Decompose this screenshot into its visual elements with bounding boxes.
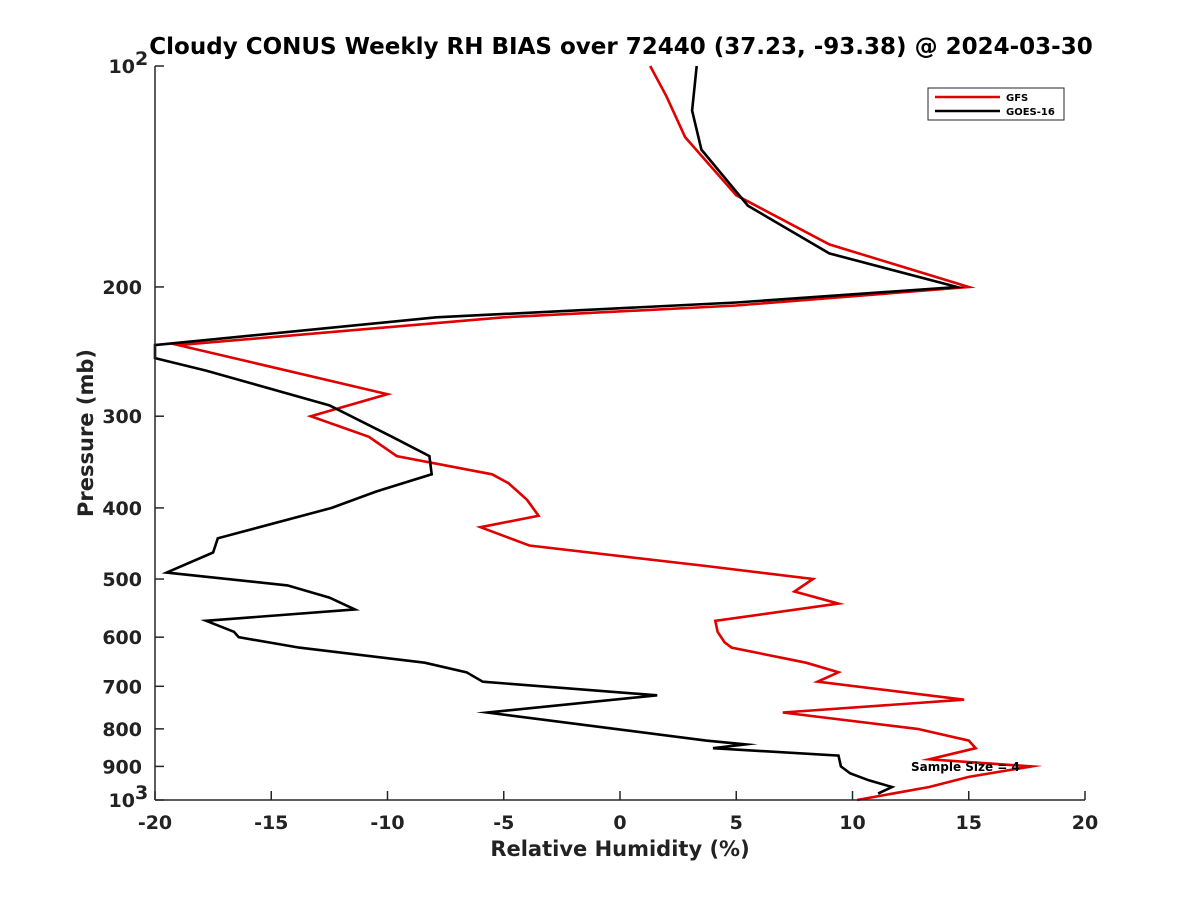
y-tick-label: 400 bbox=[102, 498, 142, 520]
x-tick-label: -15 bbox=[254, 812, 288, 834]
legend-label-gfs: GFS bbox=[1006, 93, 1028, 104]
x-ticks: -20 -15 -10 -5 0 5 10 15 20 bbox=[138, 791, 1098, 834]
series-line-gfs bbox=[170, 65, 1043, 802]
y-tick-label: 200 bbox=[102, 277, 142, 299]
x-tick-label: 20 bbox=[1072, 812, 1098, 834]
legend-label-goes16: GOES-16 bbox=[1006, 107, 1055, 118]
y-tick-label: 300 bbox=[102, 406, 142, 428]
y-tick-exponent: 2 bbox=[135, 48, 148, 70]
legend-box bbox=[927, 87, 1065, 121]
y-tick-label: 600 bbox=[102, 627, 142, 649]
legend: GFS GOES-16 bbox=[927, 87, 1065, 121]
y-axis-label: Pressure (mb) bbox=[74, 349, 98, 517]
y-tick-label: 500 bbox=[102, 569, 142, 591]
series-line-goes16 bbox=[153, 65, 966, 795]
x-tick-label: -10 bbox=[370, 812, 404, 834]
x-axis-label: Relative Humidity (%) bbox=[490, 837, 749, 861]
y-tick-label: 900 bbox=[102, 756, 142, 778]
y-tick-exponent: 3 bbox=[135, 782, 148, 804]
series-layer bbox=[153, 65, 1043, 802]
plot-area: -20 -15 -10 -5 0 5 10 15 20 10 220030040050060070… bbox=[102, 48, 1098, 834]
x-tick-label: -5 bbox=[493, 812, 514, 834]
y-tick-label: 700 bbox=[102, 676, 142, 698]
y-tick-label: 800 bbox=[102, 719, 142, 741]
y-tick-label: 10 bbox=[109, 790, 135, 812]
sample-size-annotation: Sample Size = 4 bbox=[911, 760, 1020, 774]
x-tick-label: 0 bbox=[613, 812, 626, 834]
x-tick-label: 5 bbox=[730, 812, 743, 834]
y-tick-label: 10 bbox=[109, 56, 135, 78]
x-tick-label: 15 bbox=[956, 812, 982, 834]
x-tick-label: -20 bbox=[138, 812, 172, 834]
chart-title: Cloudy CONUS Weekly RH BIAS over 72440 (… bbox=[149, 34, 1092, 60]
x-tick-label: 10 bbox=[839, 812, 865, 834]
